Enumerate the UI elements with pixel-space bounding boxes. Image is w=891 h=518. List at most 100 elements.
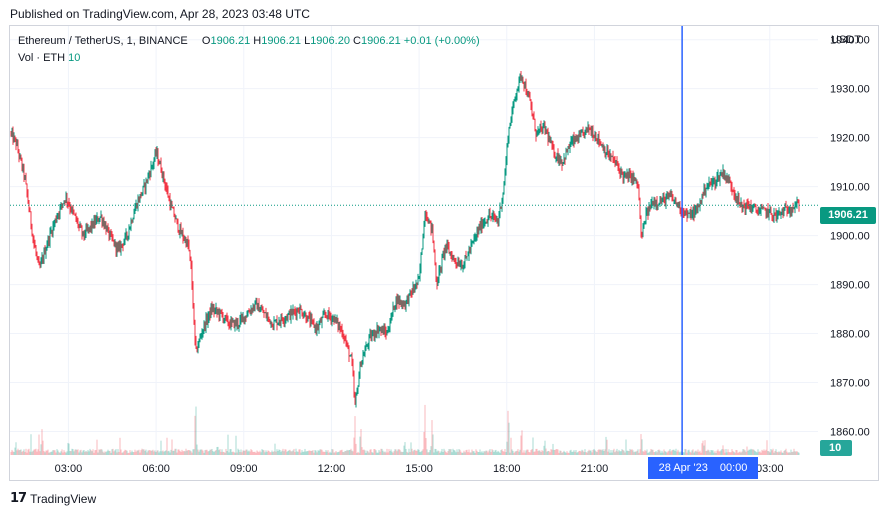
- volume-bar: [545, 448, 547, 455]
- volume-bar: [168, 450, 170, 455]
- volume-bar: [385, 452, 387, 455]
- volume-bar: [369, 449, 371, 455]
- volume-bar: [188, 450, 190, 455]
- volume-bar: [717, 449, 719, 455]
- volume-bar: [432, 434, 434, 455]
- volume-bar: [668, 450, 670, 455]
- volume-bar: [87, 450, 89, 455]
- volume-bar: [255, 452, 257, 455]
- symbol-legend[interactable]: Ethereum / TetherUS, 1, BINANCE O1906.21…: [18, 35, 480, 47]
- volume-bar: [356, 452, 358, 455]
- volume-bar: [586, 452, 588, 455]
- volume-bar: [288, 450, 290, 455]
- volume-bar: [415, 450, 417, 455]
- chart-frame[interactable]: [9, 25, 879, 481]
- volume-bar: [363, 449, 365, 455]
- volume-bar: [584, 449, 586, 455]
- volume-bar: [514, 451, 516, 455]
- volume-bar: [450, 449, 452, 455]
- volume-bar: [332, 449, 334, 455]
- grid-lines: [10, 26, 818, 455]
- volume-bar: [118, 451, 120, 455]
- volume-bar: [103, 452, 105, 455]
- volume-bar: [773, 452, 775, 455]
- volume-bar: [286, 451, 288, 455]
- volume-bar: [337, 452, 339, 455]
- volume-bar: [789, 452, 791, 455]
- volume-bar: [119, 437, 121, 455]
- volume-bar: [252, 451, 254, 455]
- volume-bar: [538, 450, 540, 455]
- volume-bar: [352, 451, 354, 455]
- price-tick-label: 1920.00: [830, 133, 870, 145]
- volume-bar: [196, 444, 198, 455]
- volume-bar: [661, 450, 663, 455]
- volume-bar: [61, 449, 63, 455]
- volume-bar: [740, 452, 742, 455]
- volume-bar: [600, 449, 602, 455]
- volume-bar: [571, 451, 573, 455]
- volume-bar: [359, 436, 361, 455]
- volume-bar: [732, 451, 734, 455]
- volume-bar: [456, 449, 458, 455]
- volume-bar: [423, 431, 425, 455]
- tradingview-logo-icon: 17: [10, 491, 27, 506]
- volume-legend[interactable]: Vol · ETH 10: [18, 52, 80, 64]
- volume-bar: [383, 452, 385, 455]
- volume-bar: [411, 448, 413, 455]
- volume-bar: [233, 452, 235, 455]
- crosshair-time-badge: 28 Apr '23 00:00: [648, 457, 758, 479]
- volume-bar: [720, 450, 722, 455]
- volume-bar: [12, 451, 14, 455]
- volume-bar: [393, 451, 395, 455]
- volume-bar: [137, 450, 139, 455]
- volume-bar: [510, 437, 512, 455]
- volume-bar: [285, 449, 287, 455]
- volume-bar: [171, 439, 173, 455]
- volume-bar: [325, 450, 327, 455]
- volume-bar: [608, 449, 610, 455]
- volume-bar: [135, 451, 137, 455]
- volume-bar: [599, 449, 601, 455]
- volume-bar: [439, 452, 441, 455]
- volume-bar: [160, 440, 162, 455]
- volume-bar: [163, 451, 165, 455]
- volume-bar: [751, 449, 753, 455]
- volume-bar: [80, 449, 82, 455]
- volume-bar: [444, 450, 446, 455]
- volume-bar: [213, 452, 215, 455]
- volume-bar: [241, 452, 243, 455]
- volume-bar: [23, 449, 25, 455]
- volume-bar: [729, 452, 731, 455]
- volume-bar: [31, 451, 33, 455]
- volume-bar: [692, 449, 694, 455]
- volume-bar: [72, 449, 74, 455]
- volume-bar: [262, 449, 264, 455]
- volume-bar: [173, 450, 175, 455]
- price-tick-label: 1890.00: [830, 280, 870, 292]
- volume-bar: [566, 451, 568, 455]
- volume-bar: [392, 452, 394, 455]
- volume-bar: [20, 449, 22, 455]
- volume-bar: [461, 452, 463, 455]
- volume-bar: [642, 451, 644, 455]
- volume-bar: [682, 452, 684, 455]
- volume-bar: [192, 449, 194, 455]
- volume-bar: [326, 451, 328, 455]
- volume-bar: [648, 452, 650, 455]
- volume-bar: [225, 448, 227, 455]
- volume-bar: [149, 450, 151, 455]
- volume-bar: [273, 451, 275, 455]
- volume-bar: [32, 450, 34, 455]
- volume-bar: [457, 451, 459, 455]
- volume-bar: [488, 450, 490, 455]
- volume-bar: [139, 452, 141, 455]
- volume-bar: [749, 449, 751, 455]
- volume-bar: [672, 449, 674, 455]
- volume-bar: [665, 451, 667, 455]
- volume-bar: [302, 451, 304, 455]
- volume-bar: [772, 448, 774, 455]
- volume-bar: [775, 449, 777, 455]
- tradingview-logo[interactable]: 17 TradingView: [10, 491, 96, 506]
